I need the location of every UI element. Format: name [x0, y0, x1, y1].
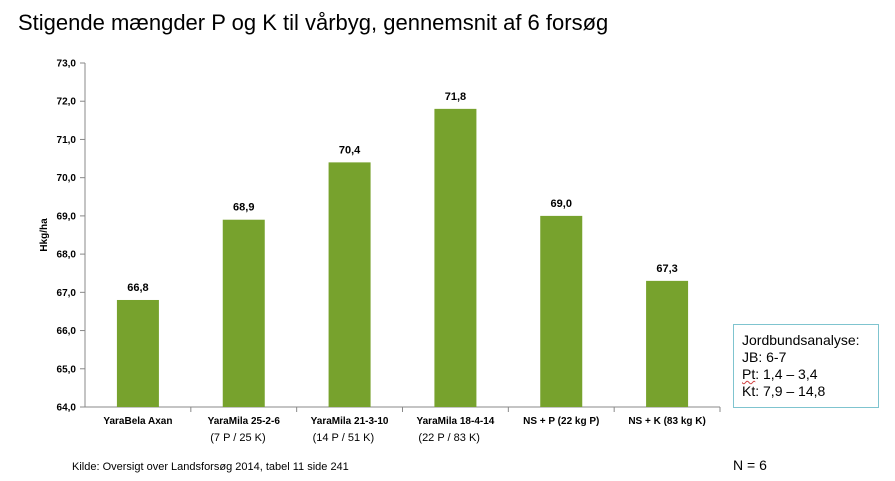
category-label: YaraMila 18-4-14: [417, 416, 495, 427]
category-label: YaraBela Axan: [103, 416, 172, 427]
category-label: NS + P (22 kg P): [523, 416, 599, 427]
soil-analysis-box: Jordbundsanalyse: JB: 6-7 Pt: 1,4 – 3,4 …: [733, 324, 879, 408]
bar: [328, 162, 371, 407]
y-tick-label: 64,0: [57, 403, 77, 414]
data-label: 69,0: [551, 198, 572, 210]
soil-analysis-jb: JB: 6-7: [742, 349, 787, 365]
chart-title: Stigende mængder P og K til vårbyg, genn…: [18, 10, 609, 35]
soil-analysis-kt: Kt: 7,9 – 14,8: [742, 383, 826, 399]
y-tick-label: 72,0: [57, 97, 77, 108]
bar: [116, 299, 159, 407]
data-label: 71,8: [445, 91, 466, 103]
y-tick-label: 73,0: [57, 59, 77, 70]
data-label: 66,8: [127, 282, 148, 294]
source-note: Kilde: Oversigt over Landsforsøg 2014, t…: [72, 461, 349, 473]
y-tick-label: 70,0: [57, 173, 77, 184]
y-tick-label: 71,0: [57, 135, 77, 146]
bar: [540, 215, 583, 407]
data-label: 67,3: [656, 263, 677, 275]
y-axis-label: Hkg/ha: [39, 218, 50, 252]
data-label: 68,9: [233, 202, 254, 214]
bar: [222, 219, 265, 407]
category-sublabel: (7 P / 25 K): [210, 432, 266, 444]
n-note: N = 6: [733, 457, 767, 473]
bar: [434, 108, 477, 407]
category-label: YaraMila 25-2-6: [208, 416, 281, 427]
soil-analysis-heading: Jordbundsanalyse:: [742, 332, 860, 348]
y-tick-label: 67,0: [57, 288, 77, 299]
category-label: YaraMila 21-3-10: [311, 416, 389, 427]
y-tick-label: 65,0: [57, 364, 77, 375]
bar: [646, 280, 689, 407]
category-sublabel: (22 P / 83 K): [418, 432, 480, 444]
category-sublabel: (14 P / 51 K): [312, 432, 375, 444]
category-label: NS + K (83 kg K): [628, 416, 706, 427]
y-tick-label: 66,0: [57, 326, 77, 337]
data-label: 70,4: [339, 144, 361, 156]
y-tick-label: 68,0: [57, 250, 77, 261]
y-tick-label: 69,0: [57, 211, 77, 222]
soil-analysis-pt: Pt: 1,4 – 3,4: [742, 366, 818, 382]
